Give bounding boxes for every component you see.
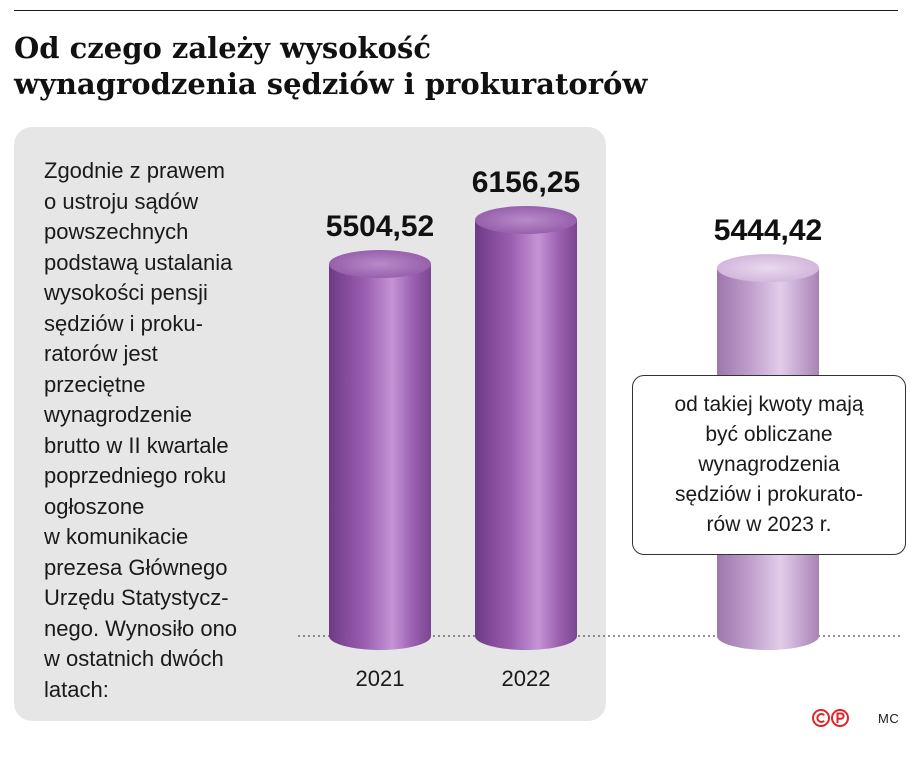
value-label: 6156,25 (472, 166, 580, 199)
description-line: w ostatnich dwóch (44, 646, 224, 671)
title-line-1: Od czego zależy wysokość (14, 31, 431, 65)
description-line: prezesa Głównego (44, 554, 228, 580)
top-rule (14, 10, 898, 11)
bar-2022 (475, 206, 577, 650)
description-line: latach: (44, 676, 109, 702)
bar-top (717, 254, 819, 283)
description-line: wysokości pensji (44, 280, 208, 305)
callout-line: być obliczane (705, 423, 833, 446)
value-label: 5504,52 (326, 210, 434, 243)
description-line: wynagrodzenie (44, 402, 192, 427)
page-title: Od czego zależy wysokość wynagrodzenia s… (14, 30, 814, 102)
description-line: Urzędu Statystycz- (44, 585, 229, 610)
author-credit: MC (878, 711, 900, 726)
bar-top (329, 250, 431, 279)
callout-box: od takiej kwoty mają być obliczane wynag… (632, 375, 906, 555)
description-line: brutto w II kwartale (44, 432, 229, 458)
callout-line: rów w 2023 r. (706, 513, 832, 536)
year-label: 2022 (502, 666, 551, 691)
description-line: przeciętne (44, 371, 146, 397)
description-line: ogłoszone (44, 493, 145, 519)
bar-top (475, 206, 577, 234)
description-line: Zgodnie z prawem (44, 158, 225, 183)
callout-line: od takiej kwoty mają (674, 393, 864, 416)
callout-line: sędziów i prokurato- (675, 483, 863, 506)
description-line: o ustroju sądów (44, 188, 199, 214)
bar-2021 (329, 250, 431, 650)
bar-body (329, 264, 431, 650)
callout-line: wynagrodzenia (698, 453, 840, 476)
description-text: Zgodnie z prawem o ustroju sądów powszec… (44, 156, 294, 705)
bar-body (475, 220, 577, 650)
labels-group: 5504,52 2021 6156,25 2022 5444,42 (326, 166, 822, 691)
description-line: nego. Wynosiło ono (44, 615, 238, 641)
description-line: poprzedniego roku (44, 463, 227, 488)
year-label: 2021 (356, 666, 405, 691)
description-line: sędziów i proku- (44, 310, 203, 336)
description-line: ratorów jest (44, 341, 158, 366)
description-line: powszechnych (44, 219, 189, 244)
title-line-2: wynagrodzenia sędziów i prokuratorów (14, 67, 648, 101)
description-line: w komunikacie (44, 524, 189, 549)
copyright-logo-icon (812, 709, 849, 727)
description-line: podstawą ustalania (44, 249, 233, 275)
value-label: 5444,42 (714, 214, 822, 247)
callout-text: od takiej kwoty mają być obliczane wynag… (674, 390, 863, 540)
